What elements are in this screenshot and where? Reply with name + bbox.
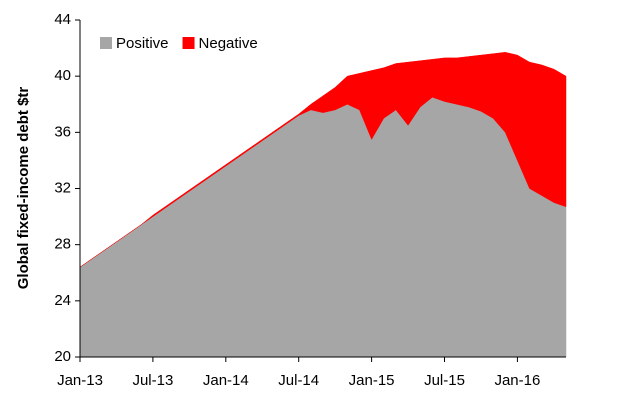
x-tick-label: Jan-14 (203, 372, 249, 389)
y-tick-label: 28 (54, 236, 71, 253)
legend-label: Negative (199, 35, 258, 52)
y-tick-label: 40 (54, 67, 71, 84)
x-tick-label: Jul-14 (278, 372, 319, 389)
legend-label: Positive (116, 35, 169, 52)
legend-swatch (182, 37, 195, 49)
x-tick-label: Jan-16 (494, 372, 540, 389)
y-tick-label: 36 (54, 123, 71, 140)
x-tick-label: Jan-15 (349, 372, 395, 389)
legend-swatch (100, 37, 112, 49)
y-tick-label: 44 (54, 11, 71, 28)
y-tick-label: 24 (54, 292, 71, 309)
area (79, 52, 567, 268)
x-tick-label: Jul-15 (424, 372, 465, 389)
x-tick-label: Jan-13 (57, 372, 103, 389)
y-tick-label: 32 (54, 179, 71, 196)
y-tick-label: 20 (54, 348, 71, 365)
area (79, 96, 567, 358)
x-tick-label: Jul-13 (132, 372, 173, 389)
y-axis-label: Global fixed-income debt $tr (15, 87, 32, 290)
